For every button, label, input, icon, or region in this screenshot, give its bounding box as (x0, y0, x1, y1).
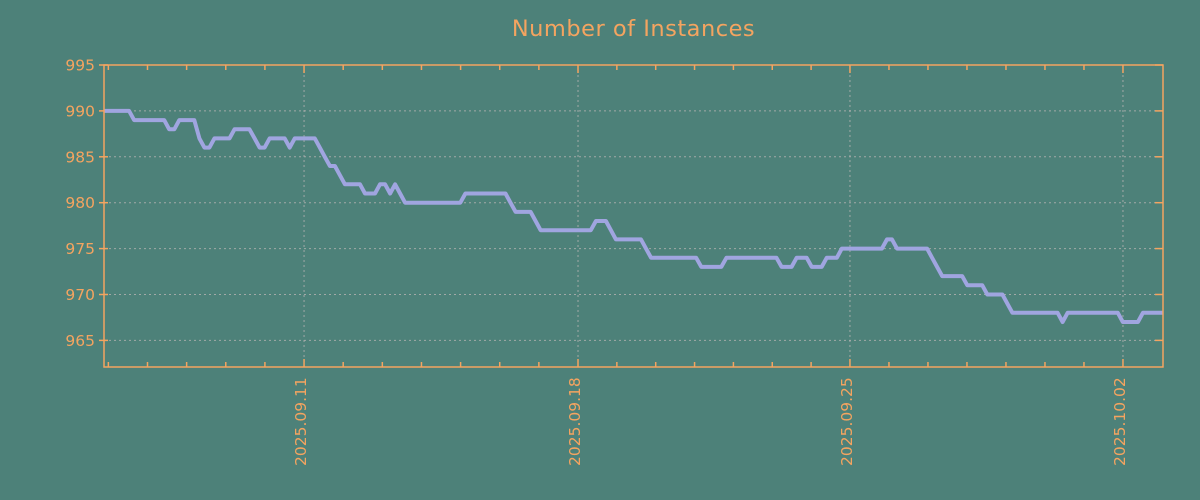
chart-title: Number of Instances (511, 16, 756, 42)
y-tick-label: 975 (65, 240, 95, 258)
y-tick-label: 995 (65, 57, 95, 75)
y-tick-label: 990 (65, 102, 95, 120)
x-tick-label: 2025.09.25 (838, 377, 856, 466)
y-tick-label: 985 (65, 148, 95, 166)
y-tick-label: 970 (65, 286, 95, 304)
x-tick-label: 2025.10.02 (1111, 377, 1129, 466)
x-tick-label: 2025.09.11 (292, 377, 310, 466)
y-tick-label: 965 (65, 332, 95, 350)
series-line-instances (104, 108, 1163, 324)
y-tick-label: 980 (65, 194, 95, 212)
x-tick-label: 2025.09.18 (566, 377, 584, 466)
plot-border (103, 64, 1164, 368)
